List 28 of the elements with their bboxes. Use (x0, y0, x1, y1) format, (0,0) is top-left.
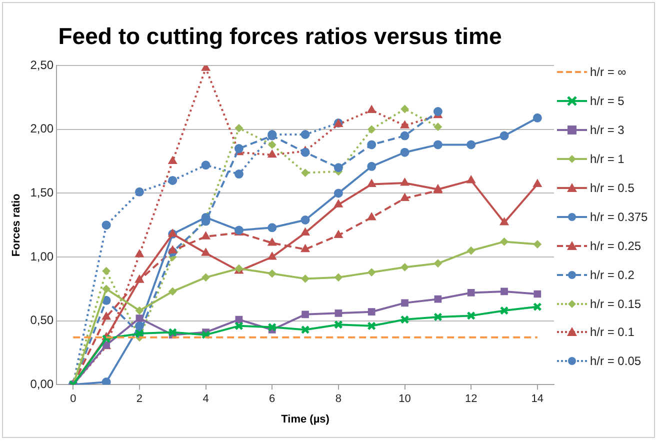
x-tick-label: 2 (136, 393, 143, 406)
x-tick-label: 10 (398, 393, 411, 406)
legend-label: h/r = 0.25 (590, 238, 642, 253)
y-tick-label: 2,00 (30, 122, 54, 136)
x-tick-label: 8 (335, 393, 342, 406)
y-tick-label: 0,00 (30, 376, 54, 391)
x-tick-label: 0 (70, 393, 76, 406)
y-axis-title: Forces ratio (10, 193, 23, 257)
x-axis-title: Time (µs) (281, 413, 330, 426)
legend-label: h/r = 0.15 (590, 296, 642, 311)
legend-label: h/r = 0.05 (590, 354, 642, 368)
legend-label: h/r = 0.1 (590, 325, 634, 340)
y-tick-label: 0,50 (30, 313, 54, 328)
x-tick-label: 6 (269, 393, 276, 406)
y-tick-label: 1,00 (30, 249, 54, 264)
y-tick-label: 1,50 (30, 186, 54, 200)
legend-label: h/r = 1 (590, 152, 624, 166)
legend-label: h/r = ∞ (590, 65, 626, 80)
x-tick-label: 14 (531, 393, 544, 406)
legend-label: h/r = 3 (590, 123, 624, 138)
legend-label: h/r = 0.375 (590, 210, 648, 224)
y-tick-label: 2,50 (30, 58, 54, 72)
x-tick-label: 12 (464, 393, 478, 406)
legend-label: h/r = 5 (590, 94, 624, 108)
legend-label: h/r = 0.2 (590, 268, 634, 282)
legend-label: h/r = 0.5 (590, 181, 634, 195)
chart-title: Feed to cutting forces ratios versus time (58, 23, 502, 50)
x-tick-label: 4 (202, 393, 209, 406)
